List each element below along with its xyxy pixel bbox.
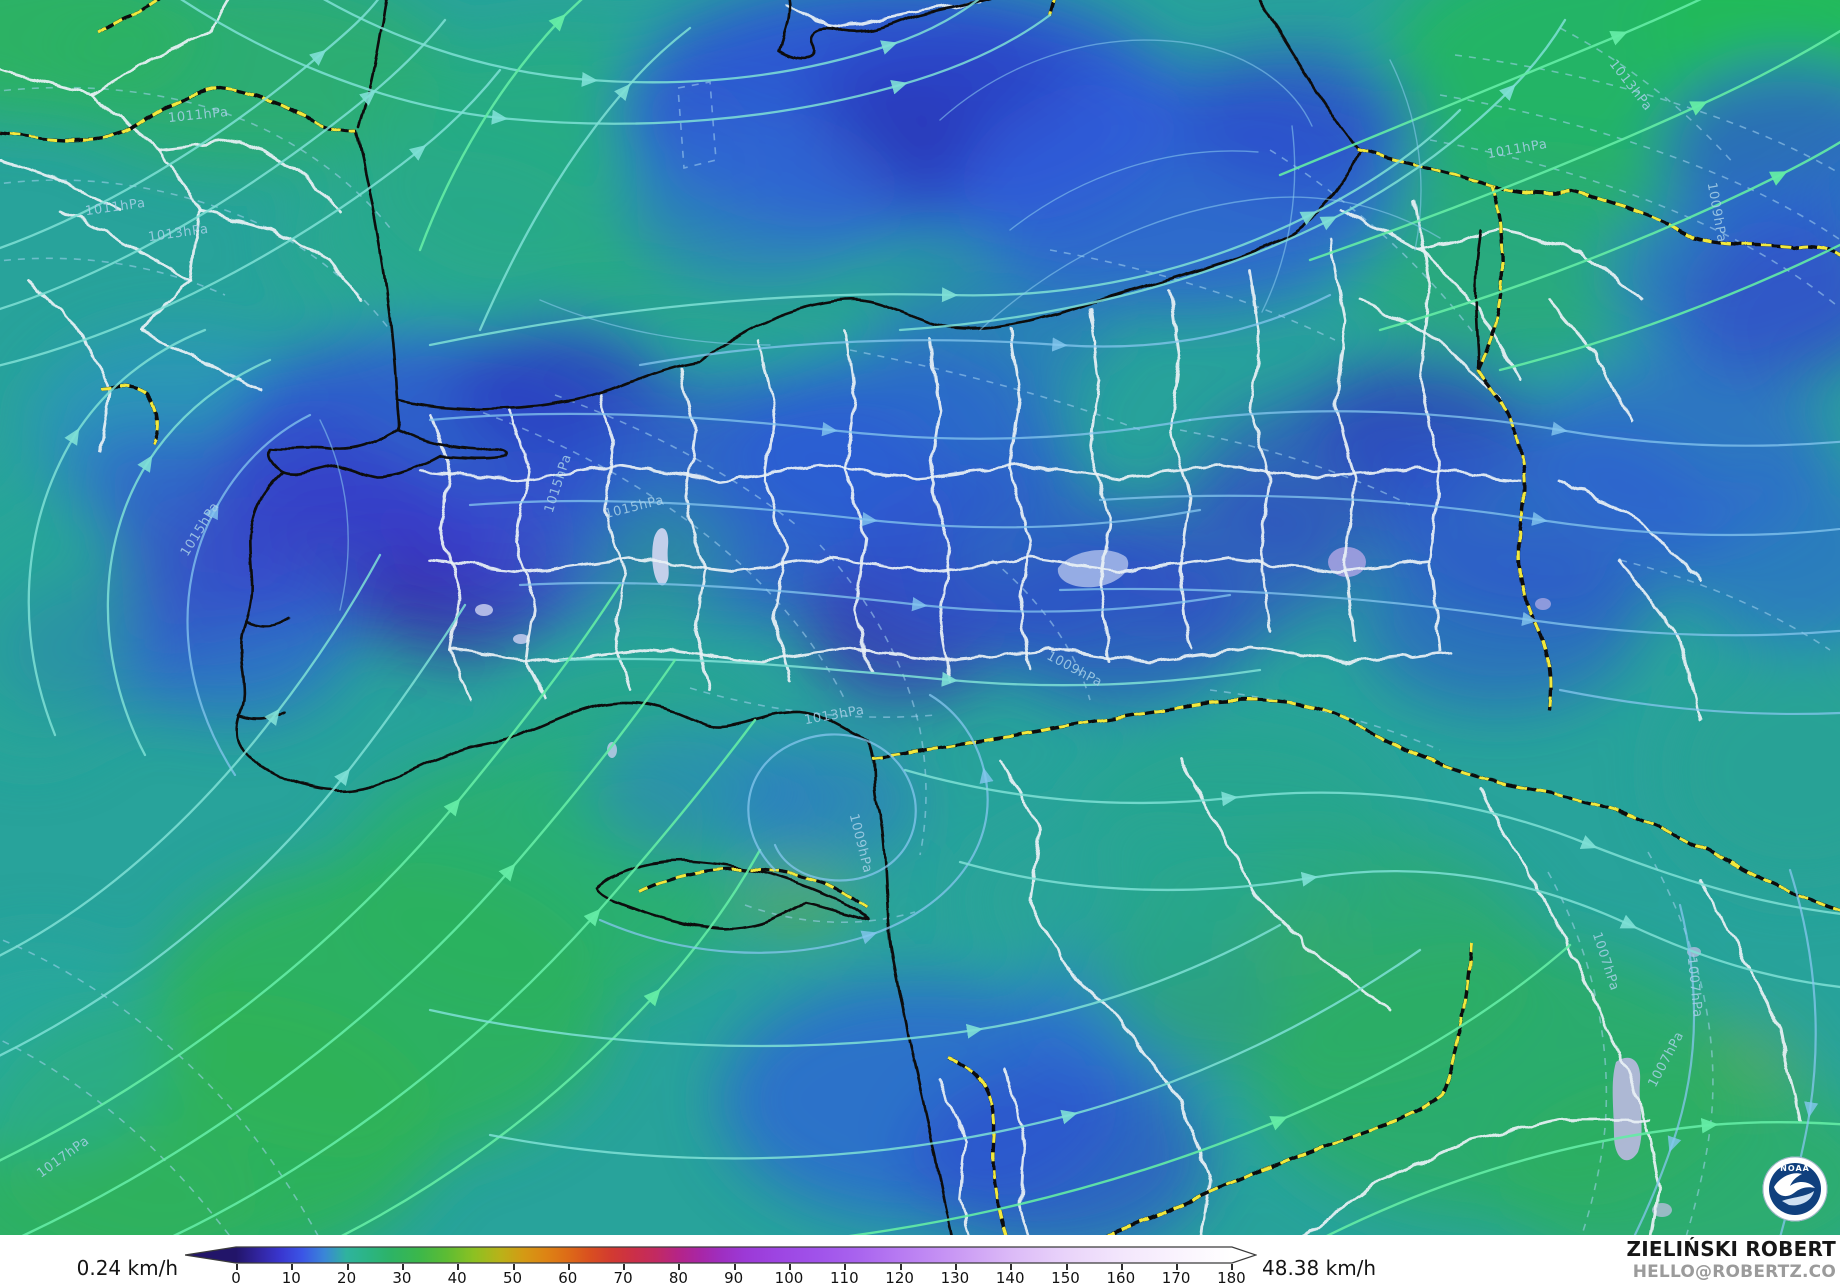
wind-map-canvas[interactable]: 1011hPa 1011hPa 1013hPa 1011hPa 1013hPa 1009h… <box>0 0 1840 1236</box>
colorbar-tick <box>512 1264 515 1270</box>
colorbar-tick-label: 70 <box>613 1269 633 1287</box>
colorbar-tick <box>346 1264 349 1270</box>
colorbar-gradient-bar <box>185 1246 1257 1264</box>
noaa-logo-icon: NOAA <box>1762 1156 1828 1222</box>
colorbar-tick-label: 90 <box>724 1269 744 1287</box>
colorbar-tick <box>236 1264 238 1270</box>
colorbar-tick-label: 100 <box>774 1269 804 1287</box>
colorbar-tick <box>954 1264 957 1270</box>
colorbar-tick <box>1010 1264 1013 1270</box>
colorbar-tick <box>291 1264 294 1270</box>
wind-map-svg <box>0 0 1840 1235</box>
noaa-logo: NOAA <box>1762 1156 1828 1222</box>
colorbar-tick <box>844 1264 847 1270</box>
colorbar-tick <box>1065 1264 1068 1270</box>
country-borders-layer <box>0 0 1840 1235</box>
colorbar-tick <box>678 1264 681 1270</box>
legend-min-value: 0.24 km/h <box>76 1256 178 1280</box>
colorbar-tick-label: 160 <box>1106 1269 1136 1287</box>
colorbar <box>185 1246 1257 1264</box>
colorbar-tick-label: 150 <box>1051 1269 1080 1287</box>
colorbar-tick <box>623 1264 626 1270</box>
colorbar-tick-label: 30 <box>392 1269 412 1287</box>
colorbar-tick-label: 170 <box>1161 1269 1191 1287</box>
colorbar-tick-label: 130 <box>940 1269 970 1287</box>
colorbar-tick <box>789 1264 791 1270</box>
colorbar-tick-label: 60 <box>558 1269 578 1287</box>
attribution-email: HELLO@ROBERTZ.CO <box>1632 1262 1836 1282</box>
noaa-logo-text: NOAA <box>1780 1164 1810 1173</box>
colorbar-tick-label: 0 <box>231 1269 241 1287</box>
colorbar-tick-label: 180 <box>1217 1269 1246 1287</box>
colorbar-tick-label: 110 <box>829 1269 859 1287</box>
legend-max-value: 48.38 km/h <box>1262 1256 1377 1280</box>
colorbar-tick <box>457 1264 460 1270</box>
colorbar-tick-label: 20 <box>337 1269 357 1287</box>
colorbar-tick <box>567 1264 570 1270</box>
attribution-name: ZIELIŃSKI ROBERT <box>1626 1237 1836 1261</box>
colorbar-tick <box>1120 1264 1123 1270</box>
colorbar-tick <box>1231 1264 1234 1270</box>
colorbar-tick <box>733 1264 736 1270</box>
isobars-layer <box>0 27 1840 1235</box>
colorbar-tick-label: 140 <box>995 1269 1025 1287</box>
wind-speed-legend: 0.24 km/h 0 10 20 30 40 50 60 70 80 90 100 110 120 13… <box>0 1235 1840 1287</box>
colorbar-tick-label: 120 <box>885 1269 914 1287</box>
colorbar-tick-label: 50 <box>502 1269 523 1287</box>
colorbar-tick <box>1176 1264 1179 1270</box>
colorbar-tick-label: 40 <box>447 1269 467 1287</box>
colorbar-tick <box>899 1264 902 1270</box>
colorbar-tick-label: 80 <box>668 1269 688 1287</box>
colorbar-tick-label: 10 <box>281 1269 301 1287</box>
province-borders-layer <box>0 0 1802 1235</box>
colorbar-tick <box>401 1264 404 1270</box>
streamlines-layer <box>0 0 1840 1235</box>
attribution: ZIELIŃSKI ROBERT HELLO@ROBERTZ.CO <box>1627 1238 1837 1283</box>
